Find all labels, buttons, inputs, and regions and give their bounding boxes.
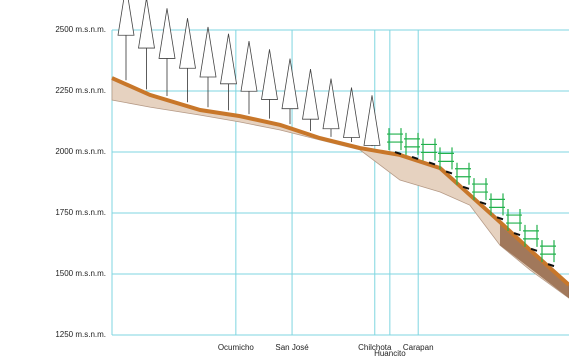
pine-tree [220, 33, 237, 111]
grid [111, 29, 569, 336]
rock-area [500, 222, 569, 299]
subsoil-area [111, 77, 569, 299]
place-label: San José [275, 343, 309, 352]
pine-tree [117, 0, 135, 81]
pine-tree [281, 58, 299, 125]
pine-tree [158, 8, 176, 97]
pine-tree [199, 26, 217, 108]
tree-crown [199, 26, 217, 78]
tree-crown [240, 41, 258, 92]
tree-crown [158, 8, 176, 59]
pine-tree [322, 78, 340, 137]
shrub [387, 128, 403, 151]
shrub [472, 178, 488, 201]
arrow [496, 216, 504, 221]
pine-tree [302, 69, 319, 131]
pine-tree [179, 18, 196, 103]
pine-tree [363, 95, 381, 147]
pine-tree [240, 41, 258, 115]
arrow [411, 155, 419, 160]
arrow [462, 185, 470, 190]
y-tick-label: 1500 m.s.n.m. [55, 269, 106, 278]
place-label: Carapan [403, 343, 434, 352]
tree-crown [220, 33, 237, 85]
arrow [479, 201, 487, 206]
arrow [445, 170, 453, 175]
y-tick-label: 1750 m.s.n.m. [55, 208, 106, 217]
pine-tree [261, 49, 278, 119]
tree-crown [302, 69, 319, 120]
pine-tree [138, 0, 155, 90]
tree-crown [117, 0, 135, 36]
shrub [438, 147, 454, 170]
y-tick-label: 1250 m.s.n.m. [55, 330, 106, 339]
arrow [513, 232, 521, 237]
tree-crown [261, 49, 278, 100]
tree-crown [343, 87, 360, 138]
arrow [530, 247, 538, 252]
y-tick-label: 2250 m.s.n.m. [55, 86, 106, 95]
terrain-line [111, 76, 569, 287]
shrub [421, 138, 437, 161]
shrub [455, 162, 471, 185]
arrow [428, 161, 436, 166]
tree-crown [363, 95, 381, 146]
shrub [506, 209, 522, 232]
arrow [547, 263, 555, 268]
arrow [394, 151, 402, 156]
pine-tree [343, 87, 360, 142]
place-label: Ocumicho [218, 343, 255, 352]
place-label: Chilchota [358, 343, 392, 352]
y-tick-label: 2500 m.s.n.m. [55, 25, 106, 34]
shrub [489, 193, 505, 216]
shrub [404, 132, 420, 155]
y-tick-label: 2000 m.s.n.m. [55, 147, 106, 156]
tree-crown [179, 18, 196, 69]
tree-crown [322, 78, 340, 130]
tree-crown [281, 58, 299, 110]
shrub [540, 240, 556, 263]
shrub [523, 224, 539, 247]
place-label: Huancito [374, 349, 406, 358]
tree-crown [138, 0, 155, 49]
